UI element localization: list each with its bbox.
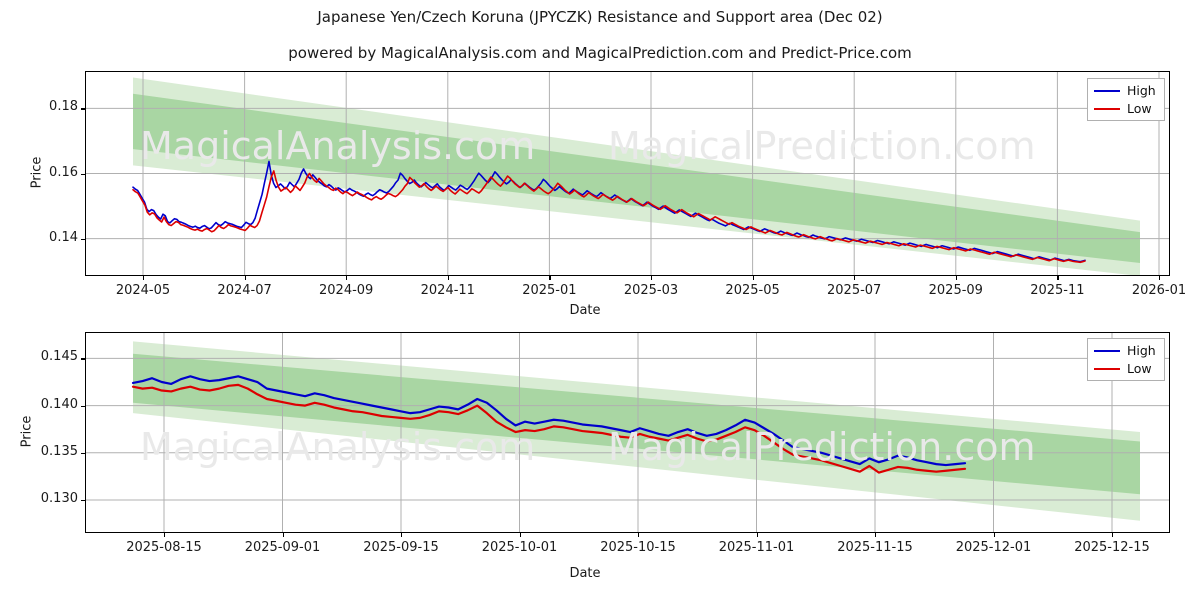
x-tick-label: 2025-01 xyxy=(522,283,577,298)
x-tick-mark xyxy=(1159,276,1161,280)
x-tick-mark xyxy=(993,533,995,537)
x-tick-mark xyxy=(346,276,348,280)
top-chart-frame xyxy=(85,71,1170,276)
y-tick-label: 0.130 xyxy=(40,490,78,506)
x-tick-label: 2025-08-15 xyxy=(126,540,202,555)
series-line-low xyxy=(132,170,1086,264)
y-tick-label: 0.140 xyxy=(40,396,78,412)
y-tick-label: 0.16 xyxy=(49,164,78,180)
legend-label: High xyxy=(1127,343,1156,358)
x-tick-label: 2025-11-15 xyxy=(837,540,913,555)
x-tick-label: 2025-09-01 xyxy=(244,540,321,555)
x-tick-mark xyxy=(143,276,145,280)
x-tick-label: 2025-03 xyxy=(623,283,679,298)
x-tick-mark xyxy=(519,533,521,537)
x-tick-mark xyxy=(549,276,551,280)
x-tick-mark xyxy=(854,276,856,280)
y-tick-mark xyxy=(81,452,85,454)
legend-item-low[interactable]: Low xyxy=(1094,101,1156,116)
x-tick-label: 2025-12-01 xyxy=(955,540,1032,555)
bottom-chart-panel xyxy=(85,332,1170,533)
x-tick-mark xyxy=(875,533,877,537)
x-tick-mark xyxy=(638,533,640,537)
y-tick-label: 0.135 xyxy=(40,443,78,459)
x-tick-label: 2025-10-01 xyxy=(481,540,558,555)
x-tick-mark xyxy=(401,533,403,537)
x-tick-label: 2025-11-01 xyxy=(718,540,795,555)
x-tick-mark xyxy=(756,533,758,537)
top-chart-xlabel: Date xyxy=(569,303,601,318)
y-tick-label: 0.145 xyxy=(40,349,78,365)
x-tick-mark xyxy=(752,276,754,280)
x-tick-label: 2025-12-15 xyxy=(1074,540,1150,555)
x-tick-mark xyxy=(1057,276,1059,280)
x-tick-mark xyxy=(447,276,449,280)
legend-item-high[interactable]: High xyxy=(1094,83,1156,98)
x-tick-mark xyxy=(244,276,246,280)
x-tick-label: 2025-05 xyxy=(725,283,780,298)
top-chart-panel xyxy=(85,71,1170,276)
x-tick-label: 2024-11 xyxy=(420,283,475,298)
x-tick-label: 2025-10-15 xyxy=(600,540,676,555)
support-resistance-inner-band xyxy=(133,93,1140,263)
bottom-chart-legend[interactable]: High Low xyxy=(1087,338,1165,381)
legend-label: Low xyxy=(1127,101,1152,116)
x-tick-mark xyxy=(1112,533,1114,537)
y-tick-mark xyxy=(81,108,85,110)
legend-swatch-low-icon xyxy=(1094,107,1120,110)
y-tick-mark xyxy=(81,238,85,240)
x-tick-label: 2024-07 xyxy=(217,283,272,298)
x-tick-label: 2025-07 xyxy=(827,283,882,298)
top-chart-legend[interactable]: High Low xyxy=(1087,78,1165,121)
x-tick-mark xyxy=(164,533,166,537)
series-line-high xyxy=(131,375,967,467)
x-tick-label: 2026-01 xyxy=(1131,283,1187,298)
page-subtitle: powered by MagicalAnalysis.com and Magic… xyxy=(288,44,912,62)
page-title: Japanese Yen/Czech Koruna (JPYCZK) Resis… xyxy=(317,8,883,26)
legend-swatch-high-icon xyxy=(1094,89,1120,92)
legend-item-low[interactable]: Low xyxy=(1094,361,1156,376)
legend-swatch-high-icon xyxy=(1094,349,1120,352)
x-tick-label: 2025-11 xyxy=(1030,283,1085,298)
y-tick-mark xyxy=(81,405,85,407)
series-line-low xyxy=(131,383,967,474)
x-tick-label: 2025-09-15 xyxy=(363,540,439,555)
bottom-chart-xlabel: Date xyxy=(569,566,601,581)
y-tick-mark xyxy=(81,173,85,175)
x-tick-mark xyxy=(282,533,284,537)
legend-item-high[interactable]: High xyxy=(1094,343,1156,358)
bottom-chart-frame xyxy=(85,332,1170,533)
y-tick-mark xyxy=(81,358,85,360)
legend-label: Low xyxy=(1127,361,1152,376)
legend-swatch-low-icon xyxy=(1094,367,1120,370)
top-chart-plot xyxy=(85,71,1170,276)
x-tick-label: 2025-09 xyxy=(928,283,983,298)
y-tick-label: 0.18 xyxy=(49,99,78,115)
x-tick-label: 2024-05 xyxy=(115,283,171,298)
x-tick-mark xyxy=(955,276,957,280)
y-tick-mark xyxy=(81,499,85,502)
legend-label: High xyxy=(1127,83,1156,98)
x-tick-mark xyxy=(651,276,653,280)
y-tick-label: 0.14 xyxy=(49,229,78,245)
x-tick-label: 2024-09 xyxy=(319,283,374,298)
